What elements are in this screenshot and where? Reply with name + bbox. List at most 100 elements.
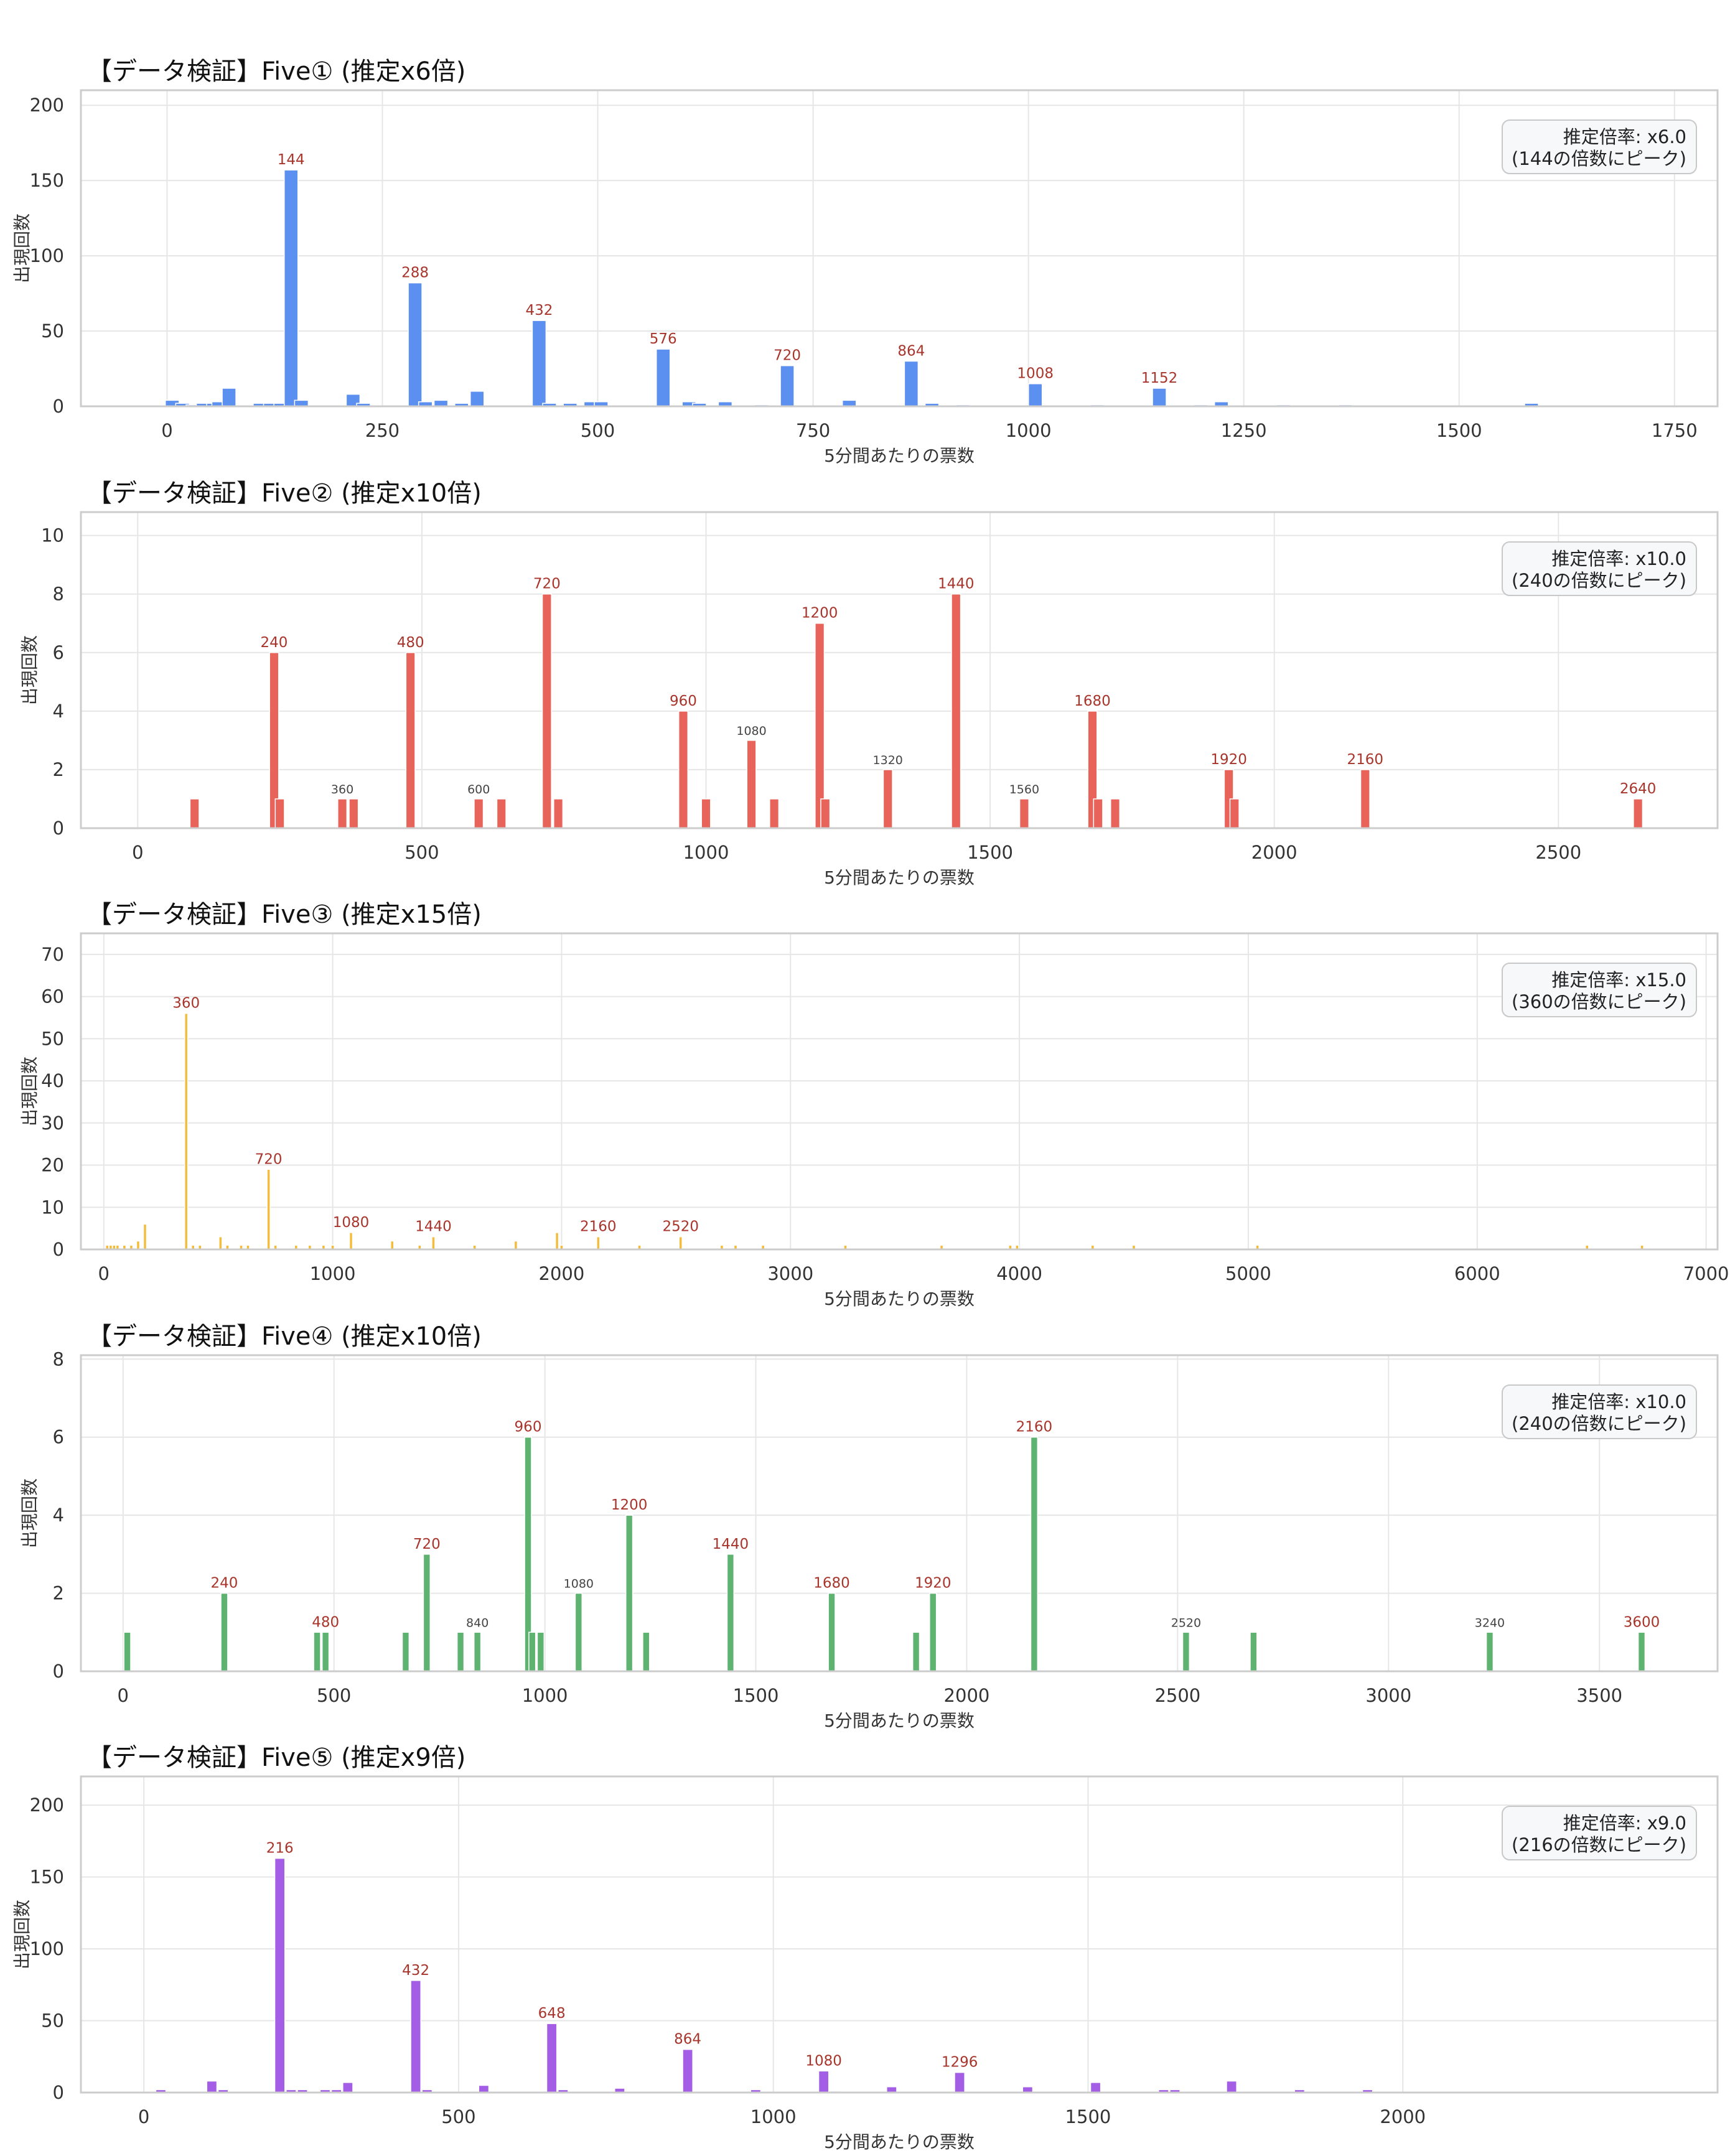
y-tick-label: 8 — [53, 1348, 64, 1370]
bar — [1485, 1631, 1494, 1672]
y-tick-label: 100 — [30, 245, 64, 266]
bar-label: 2520 — [662, 1219, 699, 1235]
bar — [769, 798, 780, 829]
bar — [390, 1240, 395, 1250]
bar-label: 216 — [266, 1841, 294, 1857]
bar — [410, 1980, 421, 2093]
bar-label: 1440 — [713, 1536, 749, 1552]
chart-panel-4: 【データ検証】Five④ (推定x10倍)2404807208409601080… — [19, 1322, 1719, 1731]
x-tick-label: 3000 — [767, 1263, 813, 1284]
bar-label: 1680 — [813, 1575, 850, 1592]
y-tick-label: 10 — [41, 1197, 64, 1218]
chart-title: 【データ検証】Five③ (推定x15倍) — [87, 900, 482, 929]
bar — [574, 1592, 583, 1672]
bar — [184, 1012, 189, 1250]
x-axis-label: 5分間あたりの票数 — [824, 1289, 975, 1309]
plot-frame — [80, 1775, 1719, 2094]
annotation-line: (240の倍数にピーク) — [1512, 570, 1686, 591]
x-tick-label: 500 — [441, 2106, 475, 2127]
bar-label: 576 — [650, 331, 677, 347]
bar — [1090, 2082, 1101, 2093]
bar — [528, 1631, 536, 1672]
bar — [954, 2071, 965, 2093]
x-tick-label: 0 — [118, 1685, 129, 1706]
bar-label: 2160 — [1016, 1419, 1053, 1435]
bar — [541, 593, 552, 829]
x-tick-label: 2000 — [944, 1685, 990, 1706]
bar — [1633, 798, 1644, 829]
bar — [882, 769, 893, 829]
bar-label: 144 — [278, 152, 305, 168]
x-tick-label: 2000 — [539, 1263, 585, 1284]
bar — [348, 798, 359, 829]
x-tick-label: 1000 — [1006, 420, 1052, 441]
bar-label: 1440 — [938, 576, 975, 592]
y-tick-label: 150 — [30, 1867, 64, 1888]
bar — [1019, 798, 1029, 829]
bar — [123, 1631, 131, 1672]
bar-label: 600 — [467, 783, 490, 796]
y-tick-label: 50 — [41, 1028, 64, 1049]
x-tick-label: 2000 — [1380, 2106, 1426, 2127]
bar — [596, 1236, 601, 1250]
y-tick-label: 50 — [41, 2010, 64, 2032]
bar — [469, 391, 485, 407]
y-tick-label: 60 — [41, 986, 64, 1007]
bar-label: 1080 — [333, 1215, 370, 1231]
x-tick-label: 2500 — [1535, 842, 1581, 863]
bar — [218, 1236, 223, 1250]
bar-label: 1320 — [873, 754, 903, 767]
bar — [1637, 1631, 1646, 1672]
y-tick-label: 40 — [41, 1070, 64, 1091]
bar — [642, 1631, 650, 1672]
x-tick-label: 500 — [404, 842, 439, 863]
bar-label: 720 — [774, 348, 801, 364]
x-tick-label: 0 — [138, 2106, 149, 2127]
y-tick-label: 0 — [53, 818, 64, 839]
bar-label: 648 — [538, 2005, 566, 2022]
bar — [313, 1631, 321, 1672]
bar — [1093, 798, 1103, 829]
plot-frame — [80, 89, 1719, 408]
bar — [478, 2084, 490, 2093]
y-tick-label: 150 — [30, 170, 64, 191]
bar — [342, 2082, 353, 2093]
x-tick-label: 1750 — [1652, 420, 1698, 441]
bar-label: 360 — [331, 783, 353, 796]
bar-label: 1920 — [915, 1575, 952, 1592]
bar — [929, 1592, 937, 1672]
bar — [531, 320, 547, 407]
annotation-line: (144の倍数にピーク) — [1512, 148, 1686, 169]
y-tick-label: 0 — [53, 1239, 64, 1260]
bar-label: 720 — [255, 1151, 283, 1167]
bar — [206, 2080, 218, 2093]
annotation-box — [1502, 541, 1697, 596]
bar — [554, 1232, 559, 1250]
y-tick-label: 0 — [53, 396, 64, 417]
bar-label: 1200 — [802, 605, 838, 622]
bar-label: 1296 — [942, 2055, 978, 2071]
bar-label: 2520 — [1171, 1616, 1201, 1630]
bar — [678, 1236, 683, 1250]
x-axis-label: 5分間あたりの票数 — [824, 867, 975, 888]
bar — [546, 2023, 558, 2093]
bar — [682, 2048, 693, 2093]
x-tick-label: 750 — [796, 420, 830, 441]
bar — [625, 1514, 634, 1672]
bar — [655, 348, 671, 407]
bar-label: 840 — [466, 1616, 489, 1630]
chart-title: 【データ検証】Five④ (推定x10倍) — [87, 1322, 482, 1351]
bar — [266, 1169, 271, 1250]
bar — [431, 1236, 436, 1250]
bar — [815, 622, 825, 829]
bar-label: 432 — [402, 1962, 429, 1979]
bar-label: 1440 — [415, 1219, 452, 1235]
bar-label: 1680 — [1074, 693, 1111, 709]
y-tick-label: 100 — [30, 1938, 64, 1959]
bar-label: 3600 — [1624, 1614, 1660, 1630]
y-axis-label: 出現回数 — [19, 1478, 40, 1548]
bar — [496, 798, 507, 829]
y-axis-label: 出現回数 — [12, 213, 32, 283]
bar — [222, 388, 236, 407]
